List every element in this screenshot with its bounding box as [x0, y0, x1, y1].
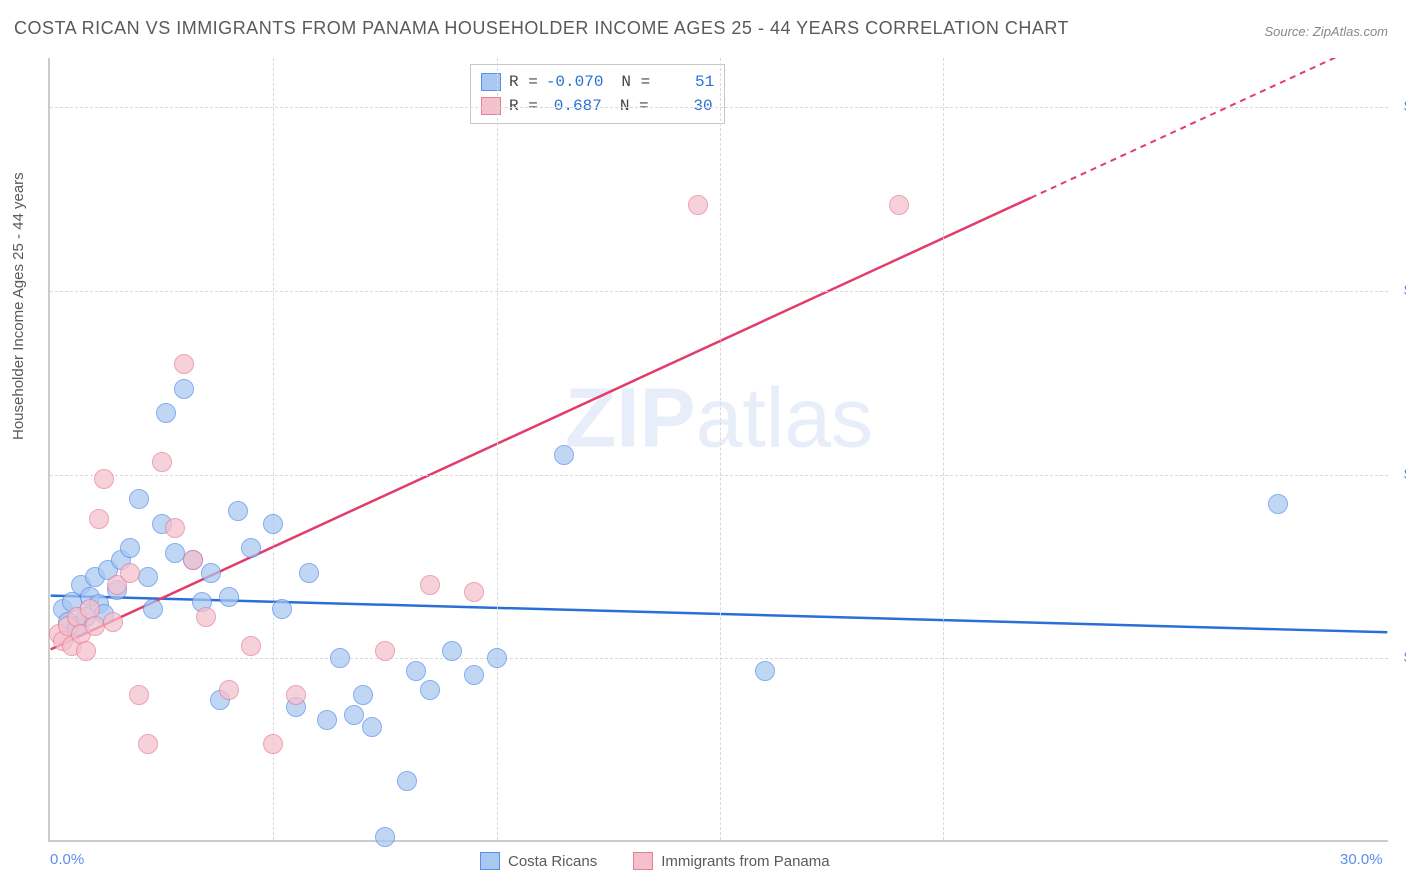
legend-N-value-0: 51 [658, 73, 714, 91]
legend-series: Costa Ricans Immigrants from Panama [480, 852, 830, 870]
legend-N-label: N = [620, 97, 649, 115]
watermark: ZIPatlas [565, 369, 873, 466]
legend-R-value-0: -0.070 [546, 73, 604, 91]
legend-R-label: R = [509, 97, 538, 115]
legend-swatch-0 [481, 73, 501, 91]
legend-correlation: R = -0.070 N = 51 R = 0.687 N = 30 [470, 64, 725, 124]
gridline-h [50, 658, 1388, 659]
data-point [174, 379, 194, 399]
legend-label-0: Costa Ricans [508, 853, 597, 870]
data-point [1268, 494, 1288, 514]
data-point [183, 550, 203, 570]
x-tick-label: 0.0% [50, 851, 84, 868]
data-point [464, 582, 484, 602]
watermark-light: atlas [696, 370, 873, 464]
data-point [76, 641, 96, 661]
y-tick-label: $150,000 [1392, 466, 1406, 483]
legend-row-series-0: R = -0.070 N = 51 [481, 70, 714, 94]
data-point [263, 514, 283, 534]
gridline-v [273, 58, 274, 840]
x-tick-label: 30.0% [1340, 851, 1383, 868]
chart-title: COSTA RICAN VS IMMIGRANTS FROM PANAMA HO… [14, 18, 1069, 39]
legend-row-series-1: R = 0.687 N = 30 [481, 94, 714, 118]
legend-R-value-1: 0.687 [546, 97, 602, 115]
data-point [487, 648, 507, 668]
trend-lines-svg [50, 58, 1388, 840]
data-point [228, 501, 248, 521]
data-point [138, 734, 158, 754]
data-point [219, 680, 239, 700]
legend-swatch-bottom-0 [480, 852, 500, 870]
legend-label-1: Immigrants from Panama [661, 853, 829, 870]
data-point [152, 452, 172, 472]
data-point [156, 403, 176, 423]
data-point [165, 518, 185, 538]
legend-item-1: Immigrants from Panama [633, 852, 829, 870]
y-tick-label: $75,000 [1392, 649, 1406, 666]
data-point [196, 607, 216, 627]
data-point [420, 575, 440, 595]
y-tick-label: $225,000 [1392, 282, 1406, 299]
legend-R-label: R = [509, 73, 538, 91]
data-point [138, 567, 158, 587]
legend-swatch-bottom-1 [633, 852, 653, 870]
data-point [317, 710, 337, 730]
gridline-h [50, 107, 1388, 108]
legend-item-0: Costa Ricans [480, 852, 597, 870]
data-point [241, 636, 261, 656]
data-point [375, 641, 395, 661]
data-point [442, 641, 462, 661]
gridline-h [50, 291, 1388, 292]
gridline-v [720, 58, 721, 840]
y-tick-label: $300,000 [1392, 98, 1406, 115]
gridline-v [497, 58, 498, 840]
watermark-bold: ZIP [565, 370, 696, 464]
gridline-h [50, 475, 1388, 476]
data-point [406, 661, 426, 681]
data-point [129, 685, 149, 705]
data-point [89, 509, 109, 529]
data-point [286, 685, 306, 705]
data-point [375, 827, 395, 847]
data-point [688, 195, 708, 215]
data-point [103, 612, 123, 632]
plot-area: ZIPatlas R = -0.070 N = 51 R = 0.687 N =… [48, 58, 1388, 842]
data-point [397, 771, 417, 791]
data-point [120, 563, 140, 583]
y-axis-label: Householder Income Ages 25 - 44 years [10, 172, 27, 440]
legend-N-value-1: 30 [657, 97, 713, 115]
source-label: Source: ZipAtlas.com [1264, 24, 1388, 39]
data-point [299, 563, 319, 583]
data-point [420, 680, 440, 700]
data-point [272, 599, 292, 619]
data-point [241, 538, 261, 558]
data-point [219, 587, 239, 607]
chart-container: COSTA RICAN VS IMMIGRANTS FROM PANAMA HO… [0, 0, 1406, 892]
data-point [174, 354, 194, 374]
data-point [755, 661, 775, 681]
legend-N-label: N = [621, 73, 650, 91]
data-point [143, 599, 163, 619]
data-point [263, 734, 283, 754]
data-point [120, 538, 140, 558]
data-point [344, 705, 364, 725]
data-point [94, 469, 114, 489]
data-point [129, 489, 149, 509]
data-point [330, 648, 350, 668]
data-point [353, 685, 373, 705]
data-point [201, 563, 221, 583]
gridline-v [943, 58, 944, 840]
data-point [464, 665, 484, 685]
data-point [889, 195, 909, 215]
data-point [362, 717, 382, 737]
data-point [554, 445, 574, 465]
legend-swatch-1 [481, 97, 501, 115]
